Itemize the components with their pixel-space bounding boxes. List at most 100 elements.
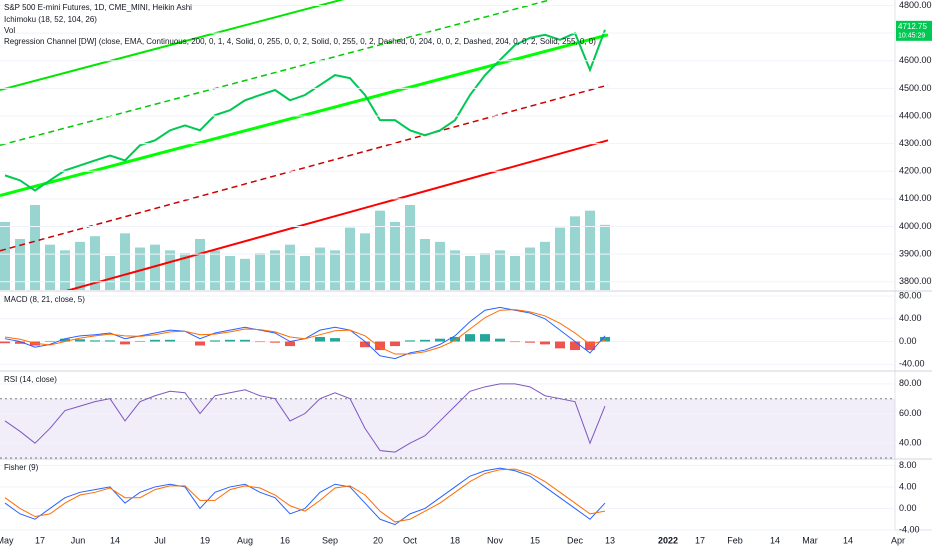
- histogram-bar: [285, 341, 295, 347]
- y-tick-label: 80.00: [899, 290, 922, 300]
- histogram-bar: [435, 338, 445, 342]
- volume-bar: [360, 233, 370, 290]
- volume-bar: [30, 205, 40, 290]
- volume-bar: [405, 205, 415, 290]
- y-tick-label: 3900.00: [899, 248, 932, 258]
- volume-bar: [240, 258, 250, 290]
- series-line: [4, 383, 606, 453]
- series-line: [4, 467, 606, 526]
- x-tick-label: 16: [280, 535, 290, 545]
- histogram-bar: [585, 341, 595, 351]
- y-tick-label: 40.00: [899, 438, 922, 448]
- volume-bar: [120, 233, 130, 290]
- histogram-bar: [600, 336, 610, 342]
- volume-bar: [15, 239, 25, 290]
- x-tick-label: 19: [200, 535, 210, 545]
- y-tick-label: 4600.00: [899, 55, 932, 65]
- histogram-bar: [90, 340, 100, 342]
- histogram-bar: [165, 339, 175, 342]
- x-tick-label: 20: [373, 535, 383, 545]
- y-tick-label: -40.00: [899, 359, 925, 369]
- volume-bar: [180, 253, 190, 290]
- histogram-bar: [75, 339, 85, 342]
- histogram-bar: [0, 341, 10, 344]
- rsi-band: [0, 398, 895, 458]
- volume-bar: [75, 241, 85, 290]
- volume-bar: [465, 256, 475, 290]
- histogram-bar: [315, 336, 325, 342]
- x-tick-label: Dec: [567, 535, 584, 545]
- y-tick-label: 8.00: [899, 460, 917, 470]
- x-tick-label: Aug: [237, 535, 253, 545]
- histogram-bar: [450, 336, 460, 342]
- volume-bar: [45, 244, 55, 290]
- volume-bar: [195, 239, 205, 290]
- histogram-bar: [15, 341, 25, 344]
- histogram-bar: [195, 341, 205, 346]
- y-tick-label: 3800.00: [899, 276, 932, 286]
- volume-bar: [435, 241, 445, 290]
- volume-bar: [570, 216, 580, 290]
- pane-title: S&P 500 E-mini Futures, 1D, CME_MINI, He…: [4, 3, 192, 12]
- volume-bar: [555, 227, 565, 290]
- volume-bar: [165, 250, 175, 290]
- price-plot: [0, 0, 610, 290]
- volume-bar: [60, 250, 70, 290]
- x-tick-label: 17: [695, 535, 705, 545]
- volume-bar: [390, 222, 400, 290]
- volume-bar: [225, 256, 235, 290]
- x-tick-label: 15: [530, 535, 540, 545]
- y-tick-label: 4.00: [899, 481, 917, 491]
- histogram-bar: [390, 341, 400, 347]
- y-tick-label: 0.00: [899, 503, 917, 513]
- volume-bar: [525, 247, 535, 290]
- x-tick-label: 13: [605, 535, 615, 545]
- histogram-bar: [105, 340, 115, 342]
- y-tick-label: 4300.00: [899, 138, 932, 148]
- y-tick-label: 4000.00: [899, 221, 932, 231]
- y-tick-label: -4.00: [899, 524, 920, 534]
- regression-line: [0, 84, 609, 252]
- histogram-bar: [495, 338, 505, 342]
- histogram-bar: [120, 341, 130, 345]
- regression-line: [65, 139, 609, 290]
- indicator-title: Vol: [4, 26, 15, 35]
- volume-bar: [480, 253, 490, 290]
- volume-bar: [585, 210, 595, 290]
- volume-bar: [375, 210, 385, 290]
- x-tick-label: 18: [450, 535, 460, 545]
- histogram-bar: [360, 341, 370, 348]
- y-tick-label: 40.00: [899, 313, 922, 323]
- histogram-bar: [420, 339, 430, 342]
- histogram-bar: [375, 341, 385, 351]
- volume-bar: [0, 222, 10, 290]
- y-tick-label: 4800.00: [899, 0, 932, 10]
- histogram-bar: [330, 338, 340, 342]
- series-line: [4, 468, 606, 523]
- regression-line: [0, 0, 345, 92]
- histogram-bar: [150, 339, 160, 342]
- histogram-bar: [480, 334, 490, 342]
- histogram-bar: [405, 340, 415, 342]
- volume-bar: [210, 250, 220, 290]
- indicator-title: Ichimoku (18, 52, 104, 26): [4, 15, 97, 24]
- histogram-bar: [270, 341, 280, 343]
- volume-bar: [495, 250, 505, 290]
- y-tick-label: 4200.00: [899, 166, 932, 176]
- volume-bar: [255, 253, 265, 290]
- last-price-box: [896, 20, 932, 41]
- volume-bar: [135, 247, 145, 290]
- volume-bar: [540, 241, 550, 290]
- countdown: 10:45:29: [898, 33, 925, 40]
- x-tick-label: Jun: [71, 535, 86, 545]
- histogram-bar: [240, 339, 250, 342]
- series-line: [4, 29, 606, 192]
- x-tick-label: Feb: [727, 535, 743, 545]
- volume-bar: [315, 247, 325, 290]
- y-tick-label: 4100.00: [899, 193, 932, 203]
- x-tick-label: 17: [35, 535, 45, 545]
- x-tick-label: Jul: [154, 535, 166, 545]
- pane-title: MACD (8, 21, close, 5): [4, 295, 85, 304]
- y-tick-label: 0.00: [899, 336, 917, 346]
